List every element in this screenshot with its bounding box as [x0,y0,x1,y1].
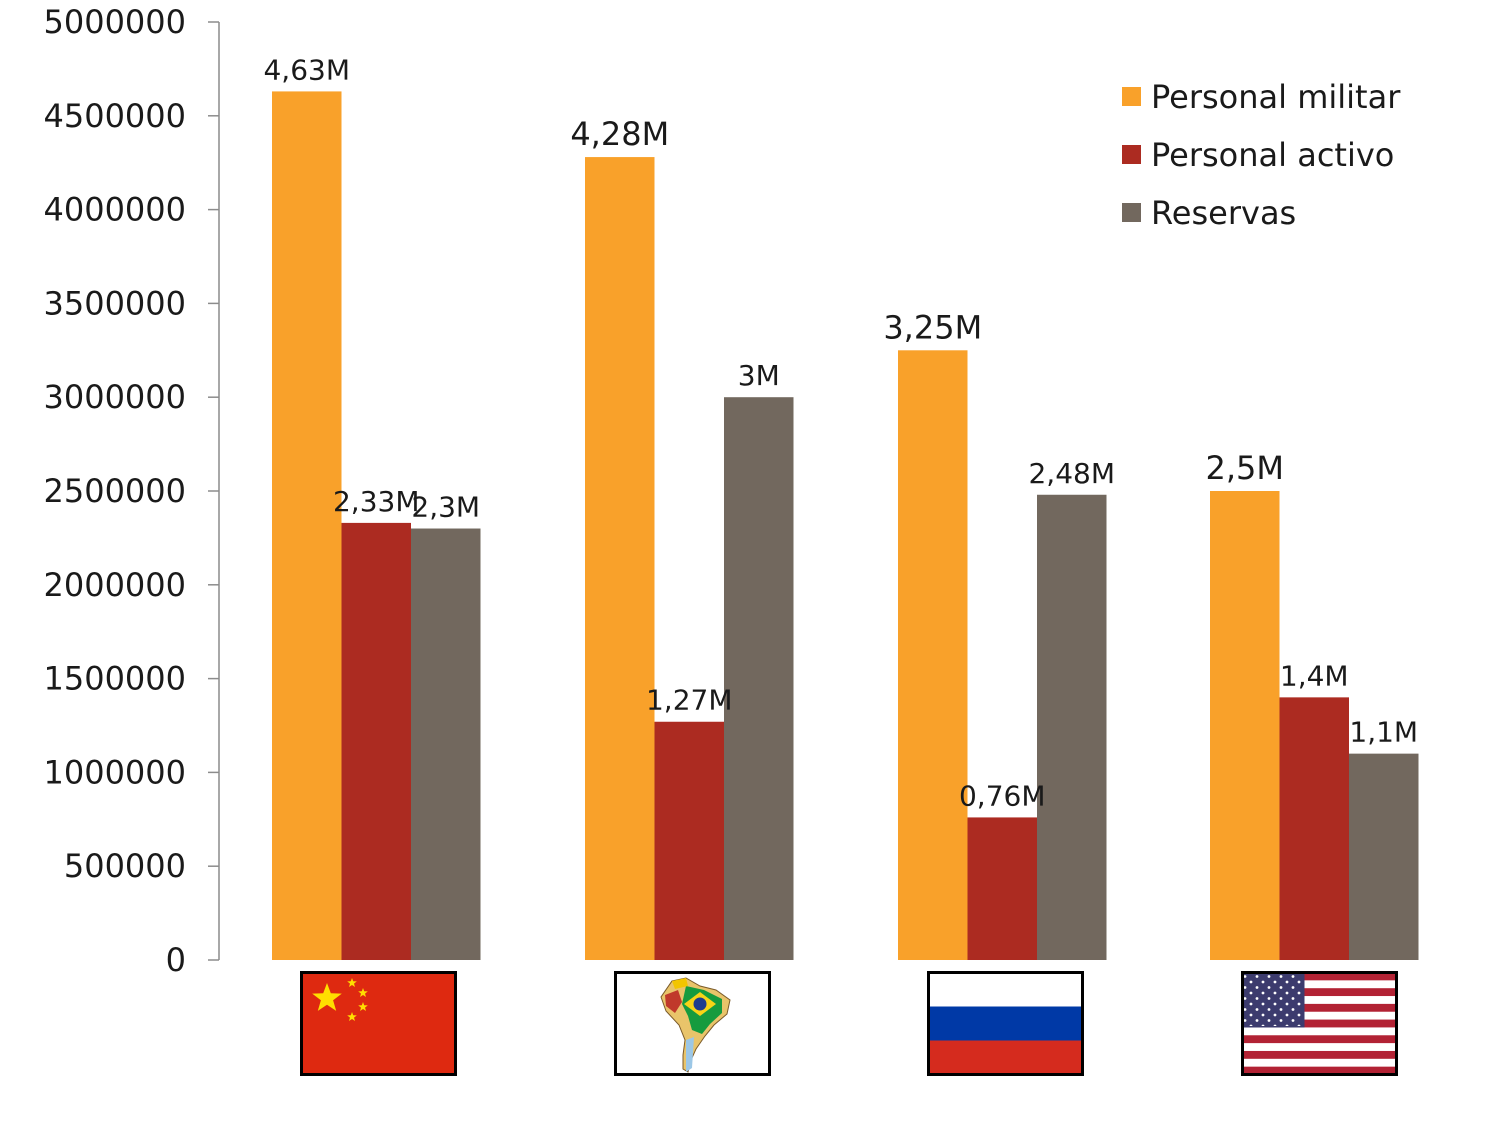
legend-label: Reservas [1151,194,1296,232]
bars [272,91,1419,961]
data-label-personal-militar: 4,63M [263,53,350,86]
y-tick-label: 500000 [64,847,186,885]
bar-reservas [1037,494,1107,960]
china-flag-icon [300,971,457,1076]
data-label-personal-militar: 4,28M [570,115,669,153]
bar-reservas [724,397,794,960]
y-tick-label: 3500000 [43,284,186,322]
y-tick-label: 1500000 [43,660,186,698]
legend-item-personal-militar: Personal militar [1122,78,1401,116]
bar-reservas [1349,753,1419,960]
south-america-map-icon [614,971,771,1076]
y-tick-label: 2500000 [43,472,186,510]
data-label-reservas: 2,48M [1028,457,1115,490]
legend-item-personal-activo: Personal activo [1122,136,1394,174]
data-label-reservas: 3M [738,359,780,392]
legend-item-reservas: Reservas [1122,194,1296,232]
data-label-personal-activo: 2,33M [333,485,420,518]
data-label-personal-activo: 1,4M [1280,659,1349,692]
russia-flag-icon [927,971,1084,1076]
bar-personal-militar [272,91,342,961]
y-tick-label: 5000000 [43,3,186,41]
bar-personal-activo [967,817,1037,960]
legend-swatch [1122,87,1141,106]
legend: Personal militar Personal activo Reserva… [1122,78,1401,232]
data-label-reservas: 1,1M [1349,716,1418,749]
usa-flag-icon [1241,971,1398,1076]
y-tick-label: 1000000 [43,753,186,791]
y-tick-label: 2000000 [43,566,186,604]
bar-personal-activo [341,522,411,960]
y-tick-label: 4500000 [43,97,186,135]
bar-personal-militar [1210,491,1280,960]
data-label-reservas: 2,3M [411,491,480,524]
data-labels: 4,63M 4,28M 3,25M 2,5M 2,33M 1,27M 0,76M 1,4M 2,… [263,53,1418,812]
y-tick-label: 3000000 [43,378,186,416]
y-tick-label: 0 [166,941,186,979]
legend-label: Personal militar [1151,78,1401,116]
bar-personal-activo [1279,697,1349,960]
data-label-personal-militar: 2,5M [1206,449,1285,487]
bar-personal-activo [654,721,724,960]
data-label-personal-militar: 3,25M [883,308,982,346]
bar-reservas [411,528,481,960]
data-label-personal-activo: 0,76M [959,779,1046,812]
y-tick-label: 4000000 [43,191,186,229]
y-axis: 0 500000 1000000 1500000 2000000 2500000 30000… [43,3,220,979]
bar-personal-militar [898,350,968,960]
data-label-personal-activo: 1,27M [646,684,733,717]
bar-personal-militar [585,157,655,960]
legend-label: Personal activo [1151,136,1394,174]
legend-swatch [1122,203,1141,222]
legend-swatch [1122,145,1141,164]
